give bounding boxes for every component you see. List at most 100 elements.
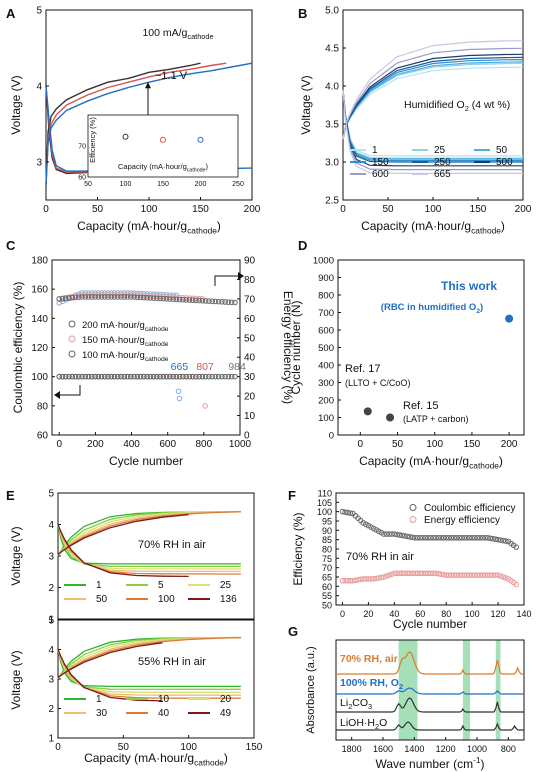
panel-c-ce-point-2-846	[209, 373, 215, 380]
panel-d-y-ticklabel-3: 300	[318, 378, 334, 389]
panel-c-ce-point-2-936	[225, 373, 232, 380]
panel-c-ce-point-2-558	[157, 373, 163, 380]
panel-c-ee-point-2-0	[56, 296, 63, 302]
panel-f-ce-point-44	[396, 532, 403, 538]
panel-c-legend-label-1-part-0: 150 mA·hour/g	[82, 335, 145, 346]
panel-b-y-ticklabel-4: 4.5	[325, 44, 339, 55]
panel-b-discharge-curve-7	[342, 89, 523, 174]
panel-f-ce-point-122	[497, 537, 504, 543]
panel-g-series-label-0: 70% RH, air	[340, 653, 398, 665]
panel-e-top-legend-label-1: 5	[158, 580, 164, 591]
panel-c-ee-point-2-702	[183, 297, 189, 303]
panel-b-legend-label-5: 500	[496, 157, 513, 168]
panel-c-ce-point-2-864	[212, 373, 219, 380]
panel-f-ee-point-40	[391, 570, 398, 577]
panel-c-ee-point-2-810	[202, 298, 209, 304]
panel-c-ee-point-2-54	[66, 295, 72, 301]
panel-d-point-ref15	[386, 413, 395, 422]
panel-d-y-ticklabel-8: 800	[318, 291, 334, 302]
panel-f-ce-point-94	[461, 535, 468, 541]
panel-c-ee-point-2-522	[150, 295, 157, 301]
panel-c-chart: 0 200 400 600 800 1000 60 80 100 120 140 160 180 0 10 2…	[11, 256, 295, 469]
panel-e-bottom-legend-label-1: 10	[158, 694, 170, 705]
panel-f-x-ticklabel-6: 120	[491, 609, 506, 619]
panel-b-annotation-part-2: (4 wt %)	[469, 99, 510, 111]
panel-a-x-axis-title: Capacity (mA·hour/gcathode)	[77, 219, 221, 236]
panel-f-ee-point-18	[363, 576, 369, 582]
panel-f-ce-point-80	[443, 535, 450, 541]
panel-c-ee-point-2-972	[232, 299, 238, 306]
panel-c-right-axis-arrow	[214, 275, 238, 286]
panel-c-ce-point-2-612	[167, 373, 173, 380]
panel-f-ee-point-124	[500, 574, 507, 580]
panel-g-spectrum-3	[336, 721, 524, 731]
panel-f-ee-point-102	[471, 572, 478, 578]
panel-f-ce-point-116	[490, 535, 496, 542]
panel-g-highlight-band-2	[495, 640, 501, 740]
panel-c-ee-point-2-954	[228, 299, 235, 306]
panel-f-ee-point-58	[414, 570, 421, 577]
panel-d-chart: 0 50 100 150 200 0 100 200 300 400 500 600 700 800 900…	[289, 256, 525, 471]
panel-e-bottom-legend-label-0: 1	[96, 694, 102, 705]
panel-g-x-ticklabel-1: 1600	[373, 744, 393, 754]
panel-g-series-label-3-part-1: 2	[375, 722, 379, 731]
panel-f-y-ticklabel-1: 55	[322, 591, 332, 601]
panel-c-ee-point-2-756	[193, 297, 199, 304]
panel-c-ee-point-2-846	[209, 298, 215, 305]
panel-b-y-ticklabel-0: 2.5	[325, 196, 339, 207]
panel-a-inset-point-2	[197, 136, 204, 143]
panel-c-ce-point-2-180	[88, 373, 95, 380]
panel-b-charge-curve-7	[342, 40, 524, 140]
panel-f-ee-point-108	[479, 572, 486, 578]
panel-d-label-this-work: This work	[441, 279, 497, 293]
panel-g-y-axis-title: Absorbance (a.u.)	[305, 646, 317, 733]
panel-f-ce-point-40	[391, 531, 398, 537]
panel-f-ce-point-6	[347, 510, 354, 516]
panel-f-y-ticklabel-9: 95	[322, 517, 332, 527]
panel-f-ee-point-104	[474, 572, 481, 578]
panel-e-bottom-legend-label-4: 40	[158, 708, 170, 719]
panel-b-legend-label-6: 600	[372, 169, 389, 180]
panel-g-series-label-3-part-2: O	[379, 717, 387, 729]
panel-c-ee-point-2-594	[163, 296, 170, 302]
panel-e-top-y-axis-title: Voltage (V)	[9, 526, 23, 585]
panel-f-ce-point-46	[399, 532, 405, 539]
panel-c-ce-point-2-144	[82, 373, 89, 380]
panel-c-ee-point-2-270	[105, 294, 111, 300]
panel-b-annotation-part-0: Humidified O	[404, 99, 465, 111]
panel-a-inset-x-title: Capacity (mA·hour/gcathode)	[118, 162, 208, 173]
panel-f-ee-point-60	[417, 570, 424, 577]
panel-f-ee-point-64	[422, 570, 429, 577]
panel-c-ee-point-2-900	[219, 299, 225, 305]
panel-d-point-this-work	[505, 314, 514, 323]
panel-c-ee-point-2-486	[144, 294, 150, 301]
panel-a-inset-x-title-part-2: )	[205, 162, 208, 171]
panel-f-ce-point-108	[479, 535, 486, 541]
panel-a-x-ticklabel-3: 150	[192, 204, 209, 215]
panel-f-ee-point-98	[466, 572, 473, 578]
panel-c-x-ticklabel-5: 1000	[229, 439, 252, 450]
panel-a-inset-xticklabel-4: 250	[232, 181, 244, 188]
panel-c-ce-point-2-234	[98, 373, 105, 380]
panel-a-y-ticklabel-1: 4	[36, 82, 42, 93]
panel-a-charge-curve-1	[45, 62, 227, 185]
panel-a-rate-annotation-part-0: 100 mA/g	[142, 27, 187, 39]
panel-g-series-label-2-part-3: 3	[368, 702, 372, 711]
panel-f-ee-point-50	[404, 570, 411, 577]
panel-c-ee-point-2-108	[75, 294, 82, 300]
panel-f-legend-marker-1	[409, 516, 417, 523]
panel-c-ee-point-2-198	[92, 294, 98, 300]
panel-f-ce-point-58	[414, 535, 421, 541]
panel-c-legend-marker-0	[68, 320, 76, 328]
panel-c-ce-point-2-756	[193, 373, 199, 380]
panel-f-ee-point-20	[365, 576, 372, 582]
panel-g-x-ticklabel-3: 1200	[436, 744, 456, 754]
panel-c-ce-point-2-702	[183, 373, 189, 380]
panel-f-x-ticklabel-0: 0	[340, 609, 345, 619]
panel-c-ee-point-2-738	[189, 297, 196, 304]
panel-c-ee-point-2-216	[95, 294, 102, 300]
panel-e-x-axis-title: Capacity (mA·hour/gcathode)	[84, 751, 228, 768]
